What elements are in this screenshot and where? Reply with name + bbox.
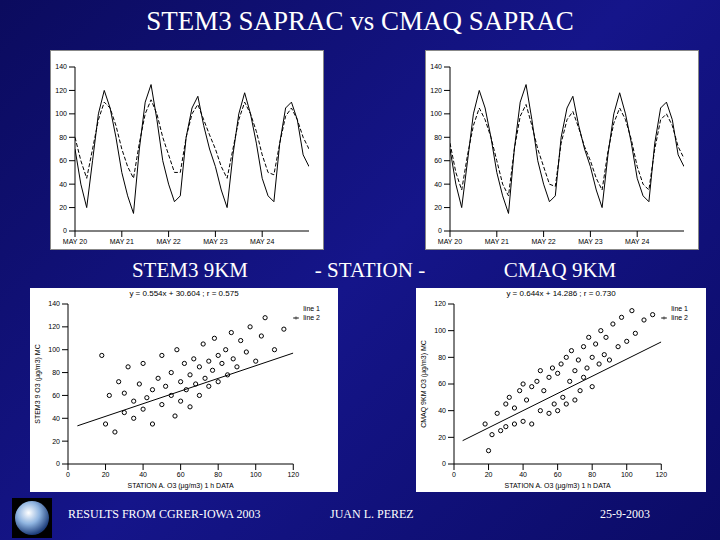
svg-text:40: 40 (434, 181, 442, 188)
svg-text:80: 80 (438, 354, 446, 361)
svg-text:100: 100 (430, 110, 442, 117)
svg-text:STEM3 9 O3 (µg/m3) MC: STEM3 9 O3 (µg/m3) MC (34, 344, 42, 424)
svg-text:20: 20 (52, 438, 60, 445)
svg-text:20: 20 (59, 204, 67, 211)
svg-text:120: 120 (655, 471, 667, 478)
html-text:25-9-2003: 25-9-2003 (600, 507, 650, 521)
svg-text:60: 60 (438, 380, 446, 387)
svg-text:20: 20 (485, 471, 493, 478)
svg-text:60: 60 (434, 157, 442, 164)
svg-text:80: 80 (214, 471, 222, 478)
html-text:CMAQ 9KM: CMAQ 9KM (503, 258, 617, 282)
svg-text:120: 120 (430, 87, 442, 94)
svg-text:80: 80 (52, 369, 60, 376)
svg-text:0: 0 (66, 471, 70, 478)
svg-text:60: 60 (59, 157, 67, 164)
svg-text:100: 100 (250, 471, 262, 478)
svg-text:0: 0 (452, 471, 456, 478)
svg-text:STATION A. O3 (µg/m3) 1 h DATA: STATION A. O3 (µg/m3) 1 h DATA (505, 482, 612, 490)
svg-text:140: 140 (48, 300, 60, 307)
svg-text:STATION A. O3 (µg/m3) 1 h DATA: STATION A. O3 (µg/m3) 1 h DATA (128, 482, 235, 490)
svg-text:20: 20 (102, 471, 110, 478)
svg-text:MAY 22: MAY 22 (156, 238, 180, 245)
html-text:STEM3 SAPRAC vs CMAQ SAPRAC: STEM3 SAPRAC vs CMAQ SAPRAC (146, 6, 574, 36)
svg-text:MAY 24: MAY 24 (250, 238, 274, 245)
svg-text:120: 120 (48, 323, 60, 330)
html-text:y = 0.554x + 30.604 ; r = 0.57: y = 0.554x + 30.604 ; r = 0.575 (129, 289, 239, 298)
svg-text:80: 80 (59, 134, 67, 141)
svg-text:MAY 24: MAY 24 (625, 238, 649, 245)
svg-text:40: 40 (519, 471, 527, 478)
svg-text:100: 100 (621, 471, 633, 478)
html-text:RESULTS FROM CGRER-IOWA 2003: RESULTS FROM CGRER-IOWA 2003 (68, 507, 261, 521)
html-text:JUAN L. PEREZ: JUAN L. PEREZ (330, 507, 414, 521)
html-text:- STATION -: - STATION - (314, 258, 426, 282)
svg-text:120: 120 (287, 471, 299, 478)
svg-text:MAY 20: MAY 20 (63, 238, 87, 245)
html-text:line 2: line 2 (303, 314, 320, 321)
svg-text:80: 80 (588, 471, 596, 478)
svg-text:100: 100 (55, 110, 67, 117)
svg-text:20: 20 (434, 204, 442, 211)
html-text:line 1: line 1 (303, 305, 320, 312)
svg-text:0: 0 (442, 460, 446, 467)
svg-text:40: 40 (139, 471, 147, 478)
svg-text:MAY 21: MAY 21 (110, 238, 134, 245)
svg-text:0: 0 (63, 227, 67, 234)
svg-text:40: 40 (438, 407, 446, 414)
svg-text:80: 80 (434, 134, 442, 141)
svg-text:CMAQ 9KM O3 (µg/m3) MC: CMAQ 9KM O3 (µg/m3) MC (420, 340, 428, 428)
html-text:line 1: line 1 (671, 305, 688, 312)
svg-text:120: 120 (434, 300, 446, 307)
html-text:line 2: line 2 (671, 314, 688, 321)
svg-text:MAY 23: MAY 23 (203, 238, 227, 245)
svg-text:MAY 20: MAY 20 (438, 238, 462, 245)
svg-text:0: 0 (56, 460, 60, 467)
svg-text:0: 0 (438, 227, 442, 234)
html-text:STEM3 9KM: STEM3 9KM (131, 258, 248, 282)
svg-text:140: 140 (55, 63, 67, 70)
svg-text:MAY 21: MAY 21 (485, 238, 509, 245)
svg-text:100: 100 (434, 327, 446, 334)
html-text:y = 0.644x + 14.286 ; r = 0.73: y = 0.644x + 14.286 ; r = 0.730 (506, 289, 616, 298)
svg-text:MAY 23: MAY 23 (578, 238, 602, 245)
svg-text:40: 40 (52, 415, 60, 422)
svg-text:100: 100 (48, 346, 60, 353)
svg-text:140: 140 (430, 63, 442, 70)
svg-text:60: 60 (554, 471, 562, 478)
svg-text:MAY 22: MAY 22 (531, 238, 555, 245)
svg-text:40: 40 (59, 181, 67, 188)
svg-text:60: 60 (177, 471, 185, 478)
svg-text:20: 20 (438, 434, 446, 441)
svg-text:60: 60 (52, 392, 60, 399)
svg-text:120: 120 (55, 87, 67, 94)
